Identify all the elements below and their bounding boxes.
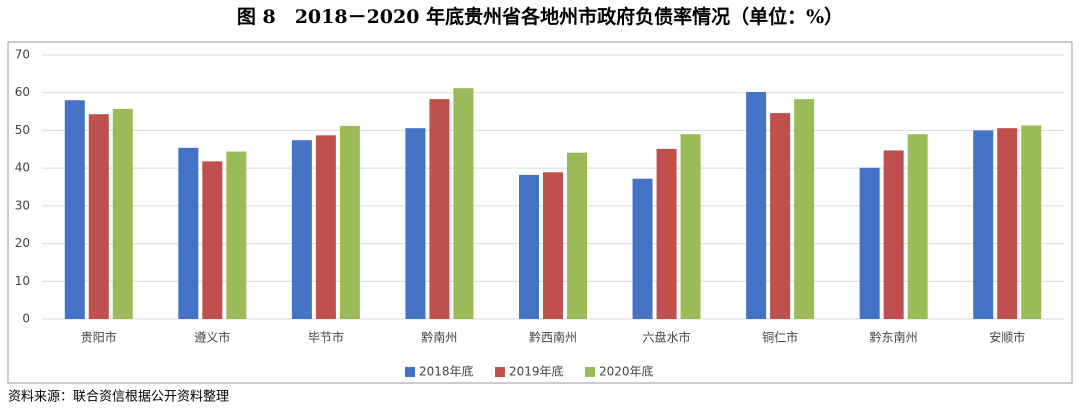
y-tick-label: 10 <box>15 274 30 288</box>
x-tick-label: 黔西南州 <box>529 330 577 345</box>
chart-title: 图 8 2018－2020 年底贵州省各地州市政府负债率情况（单位：%） <box>237 5 843 28</box>
bar <box>88 114 109 319</box>
x-tick-label: 黔东南州 <box>870 330 918 345</box>
bar <box>178 147 199 319</box>
y-tick-label: 20 <box>15 236 30 250</box>
x-tick-label: 遵义市 <box>194 330 230 345</box>
bar <box>567 152 587 319</box>
bar <box>202 161 223 319</box>
chart-frame <box>7 41 1073 384</box>
bar <box>64 100 85 319</box>
bar <box>632 178 653 319</box>
bar <box>112 108 133 319</box>
bar <box>680 134 701 319</box>
bar <box>656 148 677 319</box>
legend-label: 2018年底 <box>419 364 474 379</box>
legend-label: 2020年底 <box>599 364 654 379</box>
bar <box>291 140 312 319</box>
x-tick-label: 毕节市 <box>308 330 344 345</box>
legend-label: 2019年底 <box>509 364 564 379</box>
bar <box>226 151 247 319</box>
y-tick-label: 0 <box>22 312 30 326</box>
bar <box>1021 125 1042 319</box>
bar <box>543 172 563 319</box>
bar <box>770 113 791 319</box>
x-tick-label: 六盘水市 <box>643 330 691 345</box>
y-tick-label: 30 <box>15 198 30 212</box>
x-tick-label: 铜仁市 <box>762 330 798 345</box>
y-tick-label: 70 <box>15 48 30 62</box>
bar <box>859 167 880 319</box>
y-tick-label: 50 <box>15 123 30 137</box>
y-tick-label: 40 <box>15 161 30 175</box>
source-note: 资料来源：联合资信根据公开资料整理 <box>8 390 229 405</box>
bar <box>315 135 336 319</box>
x-tick-label: 黔南州 <box>421 330 457 345</box>
bar <box>339 125 360 319</box>
legend-swatch <box>495 367 505 377</box>
legend-swatch <box>405 367 415 377</box>
legend-swatch <box>585 367 595 377</box>
bar <box>453 88 474 319</box>
bar <box>997 128 1018 319</box>
bar <box>429 99 450 319</box>
bar <box>746 91 767 320</box>
bar <box>883 150 904 319</box>
x-tick-label: 安顺市 <box>989 330 1025 345</box>
bar <box>907 134 928 319</box>
bar <box>973 130 994 319</box>
bar <box>405 128 426 319</box>
x-tick-label: 贵阳市 <box>81 330 117 345</box>
bar <box>519 174 539 319</box>
y-tick-label: 60 <box>15 85 30 99</box>
bar <box>794 99 815 319</box>
